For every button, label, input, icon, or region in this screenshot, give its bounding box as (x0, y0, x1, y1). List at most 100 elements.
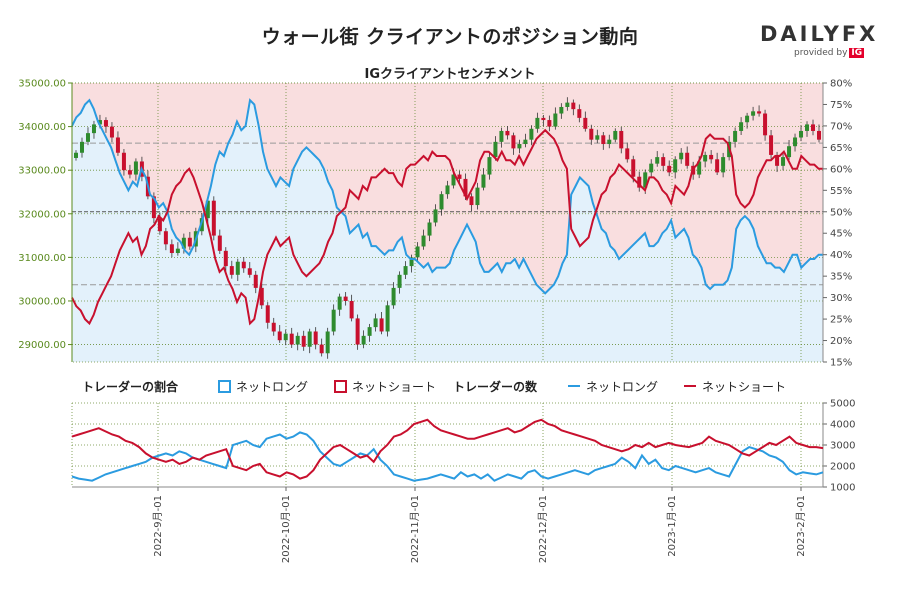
candle-body-52 (385, 305, 390, 332)
candle-76 (529, 125, 534, 146)
candle-body-118 (781, 157, 786, 166)
candle-75 (523, 133, 528, 148)
candle-113 (751, 106, 756, 121)
legend-count-short-label: ネットショート (702, 380, 786, 394)
legend-count-title: トレーダーの数 (453, 379, 538, 394)
right-tick-label-9: 60% (830, 164, 852, 175)
candle-body-98 (661, 157, 666, 166)
candle-82 (565, 97, 570, 111)
candle-body-86 (589, 128, 594, 140)
candle-89 (607, 134, 612, 149)
candle-112 (745, 112, 750, 129)
candle-body-108 (721, 157, 726, 173)
right-tick-label-7: 50% (830, 207, 852, 218)
candle-body-47 (355, 318, 360, 345)
candle-7 (115, 131, 120, 156)
left-tick-label-5: 34000.00 (18, 122, 66, 133)
net-short-pct-line (71, 128, 823, 326)
candle-body-100 (673, 159, 678, 173)
candle-body-58 (421, 235, 426, 247)
candle-body-90 (613, 130, 618, 140)
candle-body-32 (265, 305, 270, 323)
candle-body-18 (181, 237, 186, 249)
candle-body-124 (817, 130, 821, 140)
candle-33 (271, 317, 276, 336)
price-sentiment-panel: 29000.00 30000.00 31000.00 32000.00 33000.00… (18, 79, 852, 369)
candle-body-59 (427, 222, 432, 236)
candle-44 (337, 293, 342, 316)
right-tick-label-4: 35% (830, 272, 852, 283)
candle-body-70 (493, 141, 498, 158)
candle-42 (325, 327, 330, 359)
net-long-pct-line (71, 98, 823, 295)
candle-body-96 (649, 163, 654, 173)
candle-45 (343, 292, 348, 306)
candle-body-46 (349, 300, 354, 319)
candle-body-57 (415, 246, 420, 258)
candle-15 (163, 227, 168, 251)
candle-61 (439, 191, 444, 216)
candle-body-89 (607, 139, 612, 145)
candle-body-26 (229, 266, 234, 275)
legend-ratio-short-label: ネットショート (352, 380, 436, 394)
candle-32 (265, 302, 270, 329)
candle-74 (517, 139, 522, 154)
candle-60 (433, 204, 438, 227)
candle-6 (109, 122, 114, 143)
candle-body-30 (253, 274, 258, 288)
candle-body-110 (733, 130, 738, 142)
candle-66 (469, 193, 474, 212)
candle-body-38 (301, 335, 306, 347)
candle-body-114 (757, 111, 762, 114)
candle-111 (739, 117, 744, 136)
candle-26 (229, 260, 234, 279)
left-tick-label-0: 29000.00 (18, 340, 66, 351)
candle-body-10 (133, 161, 138, 175)
candle-53 (391, 282, 396, 309)
candle-body-25 (223, 250, 228, 267)
logo-ig-badge: IG (849, 48, 865, 58)
candle-56 (409, 254, 414, 273)
legend-ratio-long-swatch (218, 380, 231, 393)
right-tick-label-5: 40% (830, 250, 852, 261)
candle-body-122 (805, 124, 810, 131)
dailyfx-logo: DAILYFX provided by IG (760, 22, 875, 64)
candle-body-31 (259, 287, 264, 306)
candle-body-81 (559, 106, 564, 114)
candle-body-106 (709, 154, 714, 160)
candle-body-72 (505, 130, 510, 136)
candle-96 (649, 159, 654, 178)
candle-body-78 (541, 117, 546, 121)
candle-body-13 (151, 196, 156, 219)
candle-97 (655, 151, 660, 167)
candle-body-15 (163, 231, 168, 245)
candle-body-88 (601, 135, 606, 145)
candle-body-14 (157, 218, 162, 232)
candle-38 (301, 330, 306, 351)
candle-25 (223, 247, 228, 272)
page-title: ウォール街 クライアントのポジション動向 (261, 26, 639, 48)
candle-43 (331, 304, 336, 336)
candle-body-73 (511, 135, 516, 149)
candle-body-74 (517, 144, 522, 149)
candle-41 (319, 338, 324, 357)
candle-body-16 (169, 244, 174, 254)
candle-30 (253, 270, 258, 294)
candle-body-91 (619, 130, 624, 149)
candle-body-66 (469, 196, 474, 206)
trader-count-panel: 1000 2000 3000 4000 5000 2022-9月-01 2022-10月-0… (71, 399, 855, 563)
x-tick-label-5: 2023-2月-01 (795, 495, 807, 557)
candle-body-9 (127, 170, 132, 175)
candle-body-39 (307, 331, 312, 347)
candle-body-35 (283, 333, 288, 341)
candle-123 (811, 119, 816, 136)
candle-120 (793, 133, 798, 152)
candle-110 (733, 127, 738, 148)
right-tick-label-10: 65% (830, 143, 852, 154)
candle-16 (169, 239, 174, 258)
candle-body-64 (457, 174, 462, 179)
candle-body-37 (295, 335, 300, 345)
candle-body-43 (331, 309, 336, 332)
left-tick-label-6: 35000.00 (18, 79, 66, 90)
candle-46 (349, 294, 354, 322)
